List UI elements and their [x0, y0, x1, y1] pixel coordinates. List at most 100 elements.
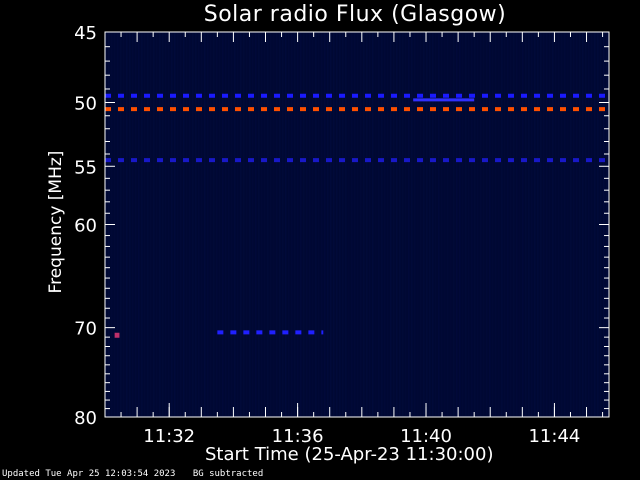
- emission-features: [105, 93, 609, 338]
- noise-column: [495, 32, 497, 417]
- noise-column: [249, 32, 251, 417]
- noise-column: [324, 32, 326, 417]
- noise-column: [564, 32, 566, 417]
- noise-column: [222, 32, 224, 417]
- noise-column: [327, 32, 329, 417]
- noise-column: [516, 32, 518, 417]
- noise-column: [333, 32, 335, 417]
- noise-column: [276, 32, 278, 417]
- noise-column: [216, 32, 218, 417]
- noise-column: [378, 32, 380, 417]
- noise-column: [498, 32, 500, 417]
- noise-column: [567, 32, 569, 417]
- noise-column: [231, 32, 233, 417]
- chart-title: Solar radio Flux (Glasgow): [203, 2, 507, 27]
- noise-column: [255, 32, 257, 417]
- noise-column: [576, 32, 578, 417]
- noise-column: [195, 32, 197, 417]
- noise-column: [357, 32, 359, 417]
- noise-column: [435, 32, 437, 417]
- noise-column: [126, 32, 128, 417]
- y-axis-label: Frequency [MHz]: [46, 150, 66, 294]
- noise-column: [549, 32, 551, 417]
- noise-column: [594, 32, 596, 417]
- noise-column: [468, 32, 470, 417]
- noise-column: [246, 32, 248, 417]
- noise-column: [147, 32, 149, 417]
- noise-column: [462, 32, 464, 417]
- noise-column: [150, 32, 152, 417]
- noise-column: [591, 32, 593, 417]
- noise-column: [363, 32, 365, 417]
- noise-column: [411, 32, 413, 417]
- noise-column: [477, 32, 479, 417]
- noise-column: [192, 32, 194, 417]
- noise-column: [366, 32, 368, 417]
- noise-column: [120, 32, 122, 417]
- noise-column: [156, 32, 158, 417]
- y-tick-label: 80: [74, 408, 97, 429]
- noise-column: [558, 32, 560, 417]
- noise-column: [306, 32, 308, 417]
- noise-column: [240, 32, 242, 417]
- noise-column: [312, 32, 314, 417]
- noise-column: [402, 32, 404, 417]
- noise-column: [123, 32, 125, 417]
- updated-timestamp: Updated Tue Apr 25 12:03:54 2023: [2, 469, 176, 479]
- x-tick-label: 11:40: [400, 426, 452, 447]
- noise-column: [285, 32, 287, 417]
- noise-column: [339, 32, 341, 417]
- noise-column: [354, 32, 356, 417]
- noise-column: [261, 32, 263, 417]
- noise-column: [588, 32, 590, 417]
- noise-column: [384, 32, 386, 417]
- noise-column: [318, 32, 320, 417]
- noise-column: [522, 32, 524, 417]
- noise-column: [189, 32, 191, 417]
- noise-column: [585, 32, 587, 417]
- noise-column: [414, 32, 416, 417]
- noise-column: [330, 32, 332, 417]
- noise-column: [303, 32, 305, 417]
- noise-column: [360, 32, 362, 417]
- noise-column: [135, 32, 137, 417]
- noise-column: [540, 32, 542, 417]
- noise-column: [210, 32, 212, 417]
- noise-column: [153, 32, 155, 417]
- noise-column: [141, 32, 143, 417]
- noise-column: [375, 32, 377, 417]
- noise-column: [129, 32, 131, 417]
- noise-column: [387, 32, 389, 417]
- noise-column: [180, 32, 182, 417]
- noise-column: [171, 32, 173, 417]
- noise-column: [399, 32, 401, 417]
- x-tick-label: 11:36: [272, 426, 324, 447]
- noise-column: [513, 32, 515, 417]
- noise-column: [417, 32, 419, 417]
- noise-column: [297, 32, 299, 417]
- noise-column: [447, 32, 449, 417]
- noise-column: [372, 32, 374, 417]
- noise-column: [267, 32, 269, 417]
- noise-column: [228, 32, 230, 417]
- noise-column: [432, 32, 434, 417]
- noise-column: [459, 32, 461, 417]
- noise-column: [252, 32, 254, 417]
- noise-column: [570, 32, 572, 417]
- x-axis-label: Start Time (25-Apr-23 11:30:00): [205, 444, 494, 465]
- noise-column: [369, 32, 371, 417]
- noise-column: [300, 32, 302, 417]
- noise-column: [291, 32, 293, 417]
- noise-column: [174, 32, 176, 417]
- noise-column: [528, 32, 530, 417]
- noise-column: [393, 32, 395, 417]
- noise-column: [342, 32, 344, 417]
- noise-column: [519, 32, 521, 417]
- noise-column: [471, 32, 473, 417]
- noise-column: [219, 32, 221, 417]
- noise-column: [279, 32, 281, 417]
- noise-column: [483, 32, 485, 417]
- noise-column: [270, 32, 272, 417]
- noise-column: [420, 32, 422, 417]
- noise-column: [573, 32, 575, 417]
